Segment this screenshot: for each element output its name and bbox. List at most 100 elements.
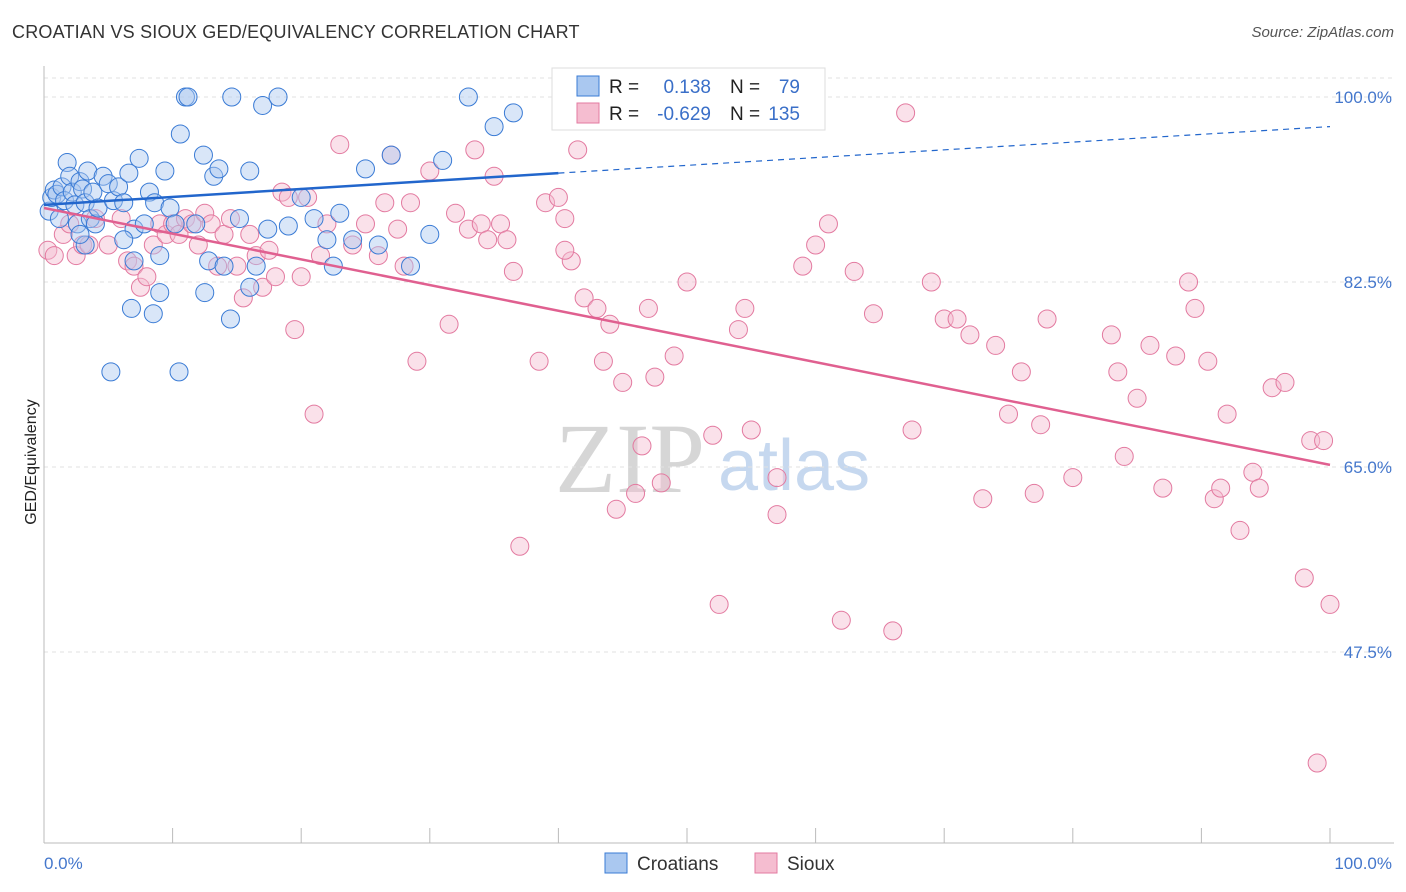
- croatians-point-48: [253, 95, 273, 115]
- sioux-point-51: [407, 351, 427, 371]
- legend-r-label-sioux: R =: [609, 104, 639, 125]
- chart-title: CROATIAN VS SIOUX GED/EQUIVALENCY CORREL…: [12, 22, 580, 42]
- sioux-point-12: [130, 277, 150, 297]
- sioux-point-118: [1198, 351, 1218, 371]
- legend: R = 0.138 N = 79 R = -0.629 N = 135: [551, 67, 826, 131]
- sioux-point-106: [1031, 415, 1051, 435]
- croatians-point-38: [186, 214, 206, 234]
- croatians-point-51: [278, 216, 298, 236]
- sioux-point-79: [651, 473, 671, 493]
- croatians-point-8: [60, 166, 80, 186]
- croatians-point-46: [240, 161, 260, 181]
- croatians-point-75: [75, 235, 95, 255]
- sioux-point-111: [1114, 446, 1134, 466]
- sioux-point-64: [529, 351, 549, 371]
- sioux-point-58: [478, 230, 498, 250]
- y-tick-label-3: 100.0%: [1334, 88, 1392, 107]
- sioux-point-45: [368, 246, 388, 266]
- sioux-point-25: [214, 224, 234, 244]
- sioux-point-102: [986, 335, 1006, 355]
- sioux-point-120: [1211, 478, 1231, 498]
- croatians-points: [39, 87, 523, 382]
- sioux-point-82: [703, 425, 723, 445]
- croatians-point-77: [240, 277, 260, 297]
- croatians-point-66: [503, 103, 523, 123]
- y-tick-label-1: 65.0%: [1344, 458, 1392, 477]
- sioux-point-60: [491, 214, 511, 234]
- trend-lines: [43, 126, 1331, 467]
- croatians-point-15: [78, 161, 98, 181]
- sioux-point-95: [896, 103, 916, 123]
- croatians-point-71: [195, 283, 215, 303]
- croatians-point-19: [88, 198, 108, 218]
- sioux-point-2: [53, 224, 73, 244]
- sioux-point-124: [1249, 478, 1269, 498]
- sioux-point-87: [767, 468, 787, 488]
- sioux-point-49: [394, 256, 414, 276]
- sioux-point-94: [883, 621, 903, 641]
- sioux-point-11: [124, 256, 144, 276]
- sioux-point-77: [638, 298, 658, 318]
- sioux-point-33: [265, 267, 285, 287]
- sioux-point-112: [1127, 388, 1147, 408]
- sioux-point-63: [510, 536, 530, 556]
- watermark-zip: ZIP: [555, 403, 705, 514]
- y-tick-labels: 47.5% 65.0% 82.5% 100.0%: [1334, 88, 1392, 662]
- sioux-point-107: [1037, 309, 1057, 329]
- sioux-points: [38, 103, 1340, 773]
- sioux-point-70: [574, 288, 594, 308]
- croatians-point-40: [199, 251, 219, 271]
- sioux-point-91: [831, 610, 851, 630]
- sioux-point-1: [44, 246, 64, 266]
- sioux-point-133: [606, 499, 626, 519]
- sioux-point-115: [1166, 346, 1186, 366]
- croatians-point-56: [330, 203, 350, 223]
- croatians-point-1: [42, 187, 62, 207]
- sioux-point-62: [503, 261, 523, 281]
- legend-n-value-croatians: 79: [779, 77, 800, 98]
- bottom-legend-label-croatians: Croatians: [637, 854, 718, 875]
- sioux-point-127: [1294, 568, 1314, 588]
- sioux-point-43: [343, 235, 363, 255]
- sioux-point-80: [664, 346, 684, 366]
- y-axis-title: GED/Equivalency: [23, 399, 40, 524]
- croatians-point-59: [368, 235, 388, 255]
- croatians-point-61: [401, 256, 421, 276]
- sioux-point-29: [240, 224, 260, 244]
- sioux-point-55: [458, 219, 478, 239]
- x-tick-labels: 0.0% 100.0%: [44, 854, 1392, 873]
- sioux-point-39: [304, 404, 324, 424]
- bottom-legend-swatch-croatians: [604, 852, 628, 874]
- sioux-point-53: [439, 314, 459, 334]
- croatians-point-31: [150, 246, 170, 266]
- sioux-point-24: [208, 256, 228, 276]
- sioux-point-85: [735, 298, 755, 318]
- sioux-point-103: [999, 404, 1018, 424]
- legend-n-label-croatians: N =: [730, 77, 760, 98]
- sioux-point-14: [143, 235, 163, 255]
- croatians-point-12: [70, 172, 90, 192]
- x-tick-label-0: 0.0%: [44, 854, 83, 873]
- croatians-point-74: [124, 251, 144, 271]
- croatians-point-54: [317, 230, 337, 250]
- croatians-point-50: [268, 87, 288, 107]
- croatians-point-64: [458, 87, 478, 107]
- legend-r-label-croatians: R =: [609, 77, 639, 98]
- sioux-point-105: [1024, 483, 1044, 503]
- sioux-point-96: [902, 420, 922, 440]
- sioux-point-123: [1243, 462, 1263, 482]
- sioux-point-132: [767, 505, 787, 525]
- legend-swatch-sioux: [576, 102, 600, 124]
- sioux-point-119: [1204, 489, 1224, 509]
- sioux-point-88: [793, 256, 813, 276]
- sioux-point-116: [1179, 272, 1199, 292]
- y-tick-label-0: 47.5%: [1344, 643, 1392, 662]
- croatians-point-47: [246, 256, 266, 276]
- sioux-point-69: [568, 140, 588, 160]
- sioux-point-19: [175, 209, 195, 229]
- sioux-point-44: [356, 214, 375, 234]
- sioux-point-104: [1011, 362, 1031, 382]
- croatians-point-72: [220, 309, 240, 329]
- sioux-point-97: [921, 272, 941, 292]
